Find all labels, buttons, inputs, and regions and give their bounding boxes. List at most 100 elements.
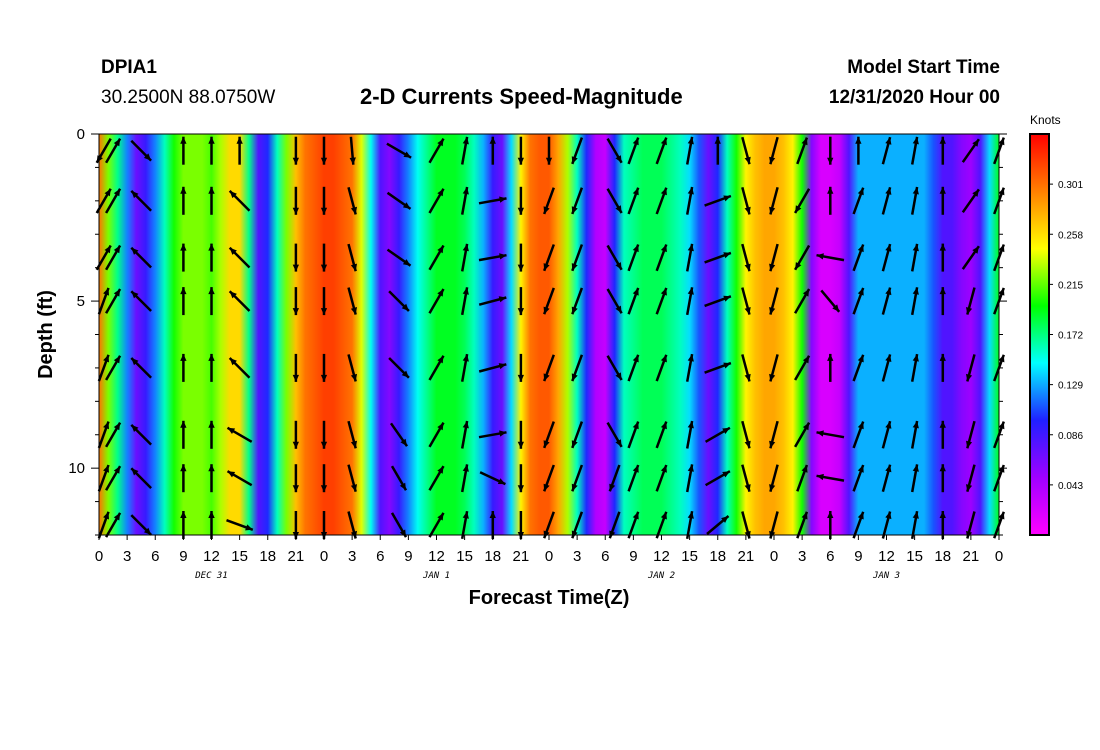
- current-vector: [386, 142, 412, 159]
- current-vector: [769, 136, 779, 165]
- current-vector: [228, 246, 251, 269]
- current-vector: [517, 353, 524, 382]
- current-vector: [571, 137, 584, 165]
- current-vector: [741, 464, 751, 493]
- current-vector: [460, 420, 469, 449]
- current-vector: [741, 420, 751, 449]
- current-vector: [180, 243, 187, 272]
- current-vector: [881, 420, 892, 449]
- colorbar-tick-label: 0.258: [1058, 230, 1083, 241]
- current-vector: [685, 420, 694, 449]
- current-vector: [428, 355, 445, 381]
- current-vector: [704, 194, 732, 207]
- y-axis-label: Depth (ft): [35, 290, 57, 379]
- date-label: JAN 1: [422, 571, 450, 581]
- current-vector: [320, 464, 328, 493]
- current-vector: [208, 287, 215, 316]
- current-vector: [966, 287, 976, 315]
- current-vector: [478, 363, 507, 373]
- current-vector: [105, 512, 122, 538]
- current-vector: [910, 136, 919, 165]
- current-vector: [794, 288, 811, 314]
- current-vector: [517, 420, 524, 449]
- current-vector: [961, 188, 980, 214]
- x-tick-label: 9: [629, 548, 637, 565]
- current-vector: [388, 290, 410, 312]
- current-vector: [130, 246, 152, 269]
- current-vector: [460, 510, 469, 540]
- current-vector: [910, 464, 919, 493]
- y-axis: 0 5 10: [68, 126, 1007, 536]
- current-vector: [910, 353, 919, 382]
- date-label: JAN 2: [647, 571, 675, 581]
- current-vector: [910, 243, 919, 272]
- current-vector: [428, 421, 445, 448]
- current-vector: [608, 464, 621, 492]
- y-tick-label: 5: [77, 293, 85, 310]
- x-tick-label: 3: [573, 548, 581, 565]
- current-vector: [428, 188, 445, 214]
- current-vector: [655, 287, 668, 315]
- current-vector: [741, 136, 751, 165]
- current-vector: [939, 353, 946, 382]
- current-vector: [685, 243, 694, 272]
- current-vector: [347, 186, 357, 215]
- x-tick-label: 18: [259, 548, 276, 565]
- current-vector: [627, 354, 640, 382]
- current-vector: [97, 421, 110, 449]
- current-vector: [820, 289, 841, 313]
- current-vector: [769, 464, 779, 493]
- current-vector: [130, 190, 152, 212]
- current-vector: [852, 287, 865, 315]
- current-vector: [228, 357, 251, 379]
- current-vector: [180, 186, 187, 215]
- current-vector: [685, 287, 694, 316]
- current-vector: [428, 512, 445, 538]
- current-vector: [606, 288, 623, 314]
- current-vector: [704, 251, 732, 264]
- current-vector: [105, 465, 122, 491]
- current-vector: [627, 421, 640, 449]
- station-id: DPIA1: [101, 57, 157, 78]
- y-tick-label: 10: [68, 460, 85, 477]
- x-tick-label: 15: [231, 548, 248, 565]
- x-tick-label: 3: [348, 548, 356, 565]
- date-label: DEC 31: [194, 571, 228, 581]
- current-vector: [816, 253, 845, 262]
- current-vector: [827, 353, 834, 382]
- current-vector: [236, 136, 243, 165]
- current-vector: [347, 464, 357, 493]
- current-vector: [685, 464, 694, 493]
- current-vector: [741, 287, 751, 315]
- x-axis: 0 3 6 9 12 15 18 21 0 3 6 9 12 15 18 21 0 3 6 9 12 15 18 21 0 3 6 9…: [95, 535, 1003, 581]
- current-vector: [208, 464, 215, 493]
- current-vector: [428, 465, 445, 491]
- current-vector: [428, 137, 445, 164]
- current-vector: [517, 136, 524, 165]
- current-vector: [769, 420, 779, 449]
- current-vector: [794, 421, 811, 448]
- x-tick-label: 12: [653, 548, 670, 565]
- current-vector: [478, 296, 507, 306]
- current-vector: [852, 464, 865, 492]
- current-vector: [390, 465, 408, 491]
- current-vector: [685, 186, 694, 215]
- current-vector: [606, 244, 623, 271]
- current-vector: [571, 354, 584, 382]
- current-vector: [966, 420, 976, 449]
- current-vector: [655, 244, 668, 272]
- current-vector: [347, 243, 357, 272]
- current-vector: [320, 243, 328, 272]
- current-vector: [180, 511, 187, 539]
- current-vector: [517, 243, 524, 272]
- x-tick-label: 12: [203, 548, 220, 565]
- current-vector: [347, 287, 357, 315]
- x-tick-label: 9: [854, 548, 862, 565]
- current-vector: [517, 186, 524, 215]
- current-vector: [571, 464, 584, 492]
- current-vector: [226, 470, 253, 487]
- model-start-label: Model Start Time: [847, 57, 1000, 78]
- current-vector: [627, 464, 640, 492]
- current-vector: [130, 514, 152, 536]
- current-vector: [388, 357, 410, 379]
